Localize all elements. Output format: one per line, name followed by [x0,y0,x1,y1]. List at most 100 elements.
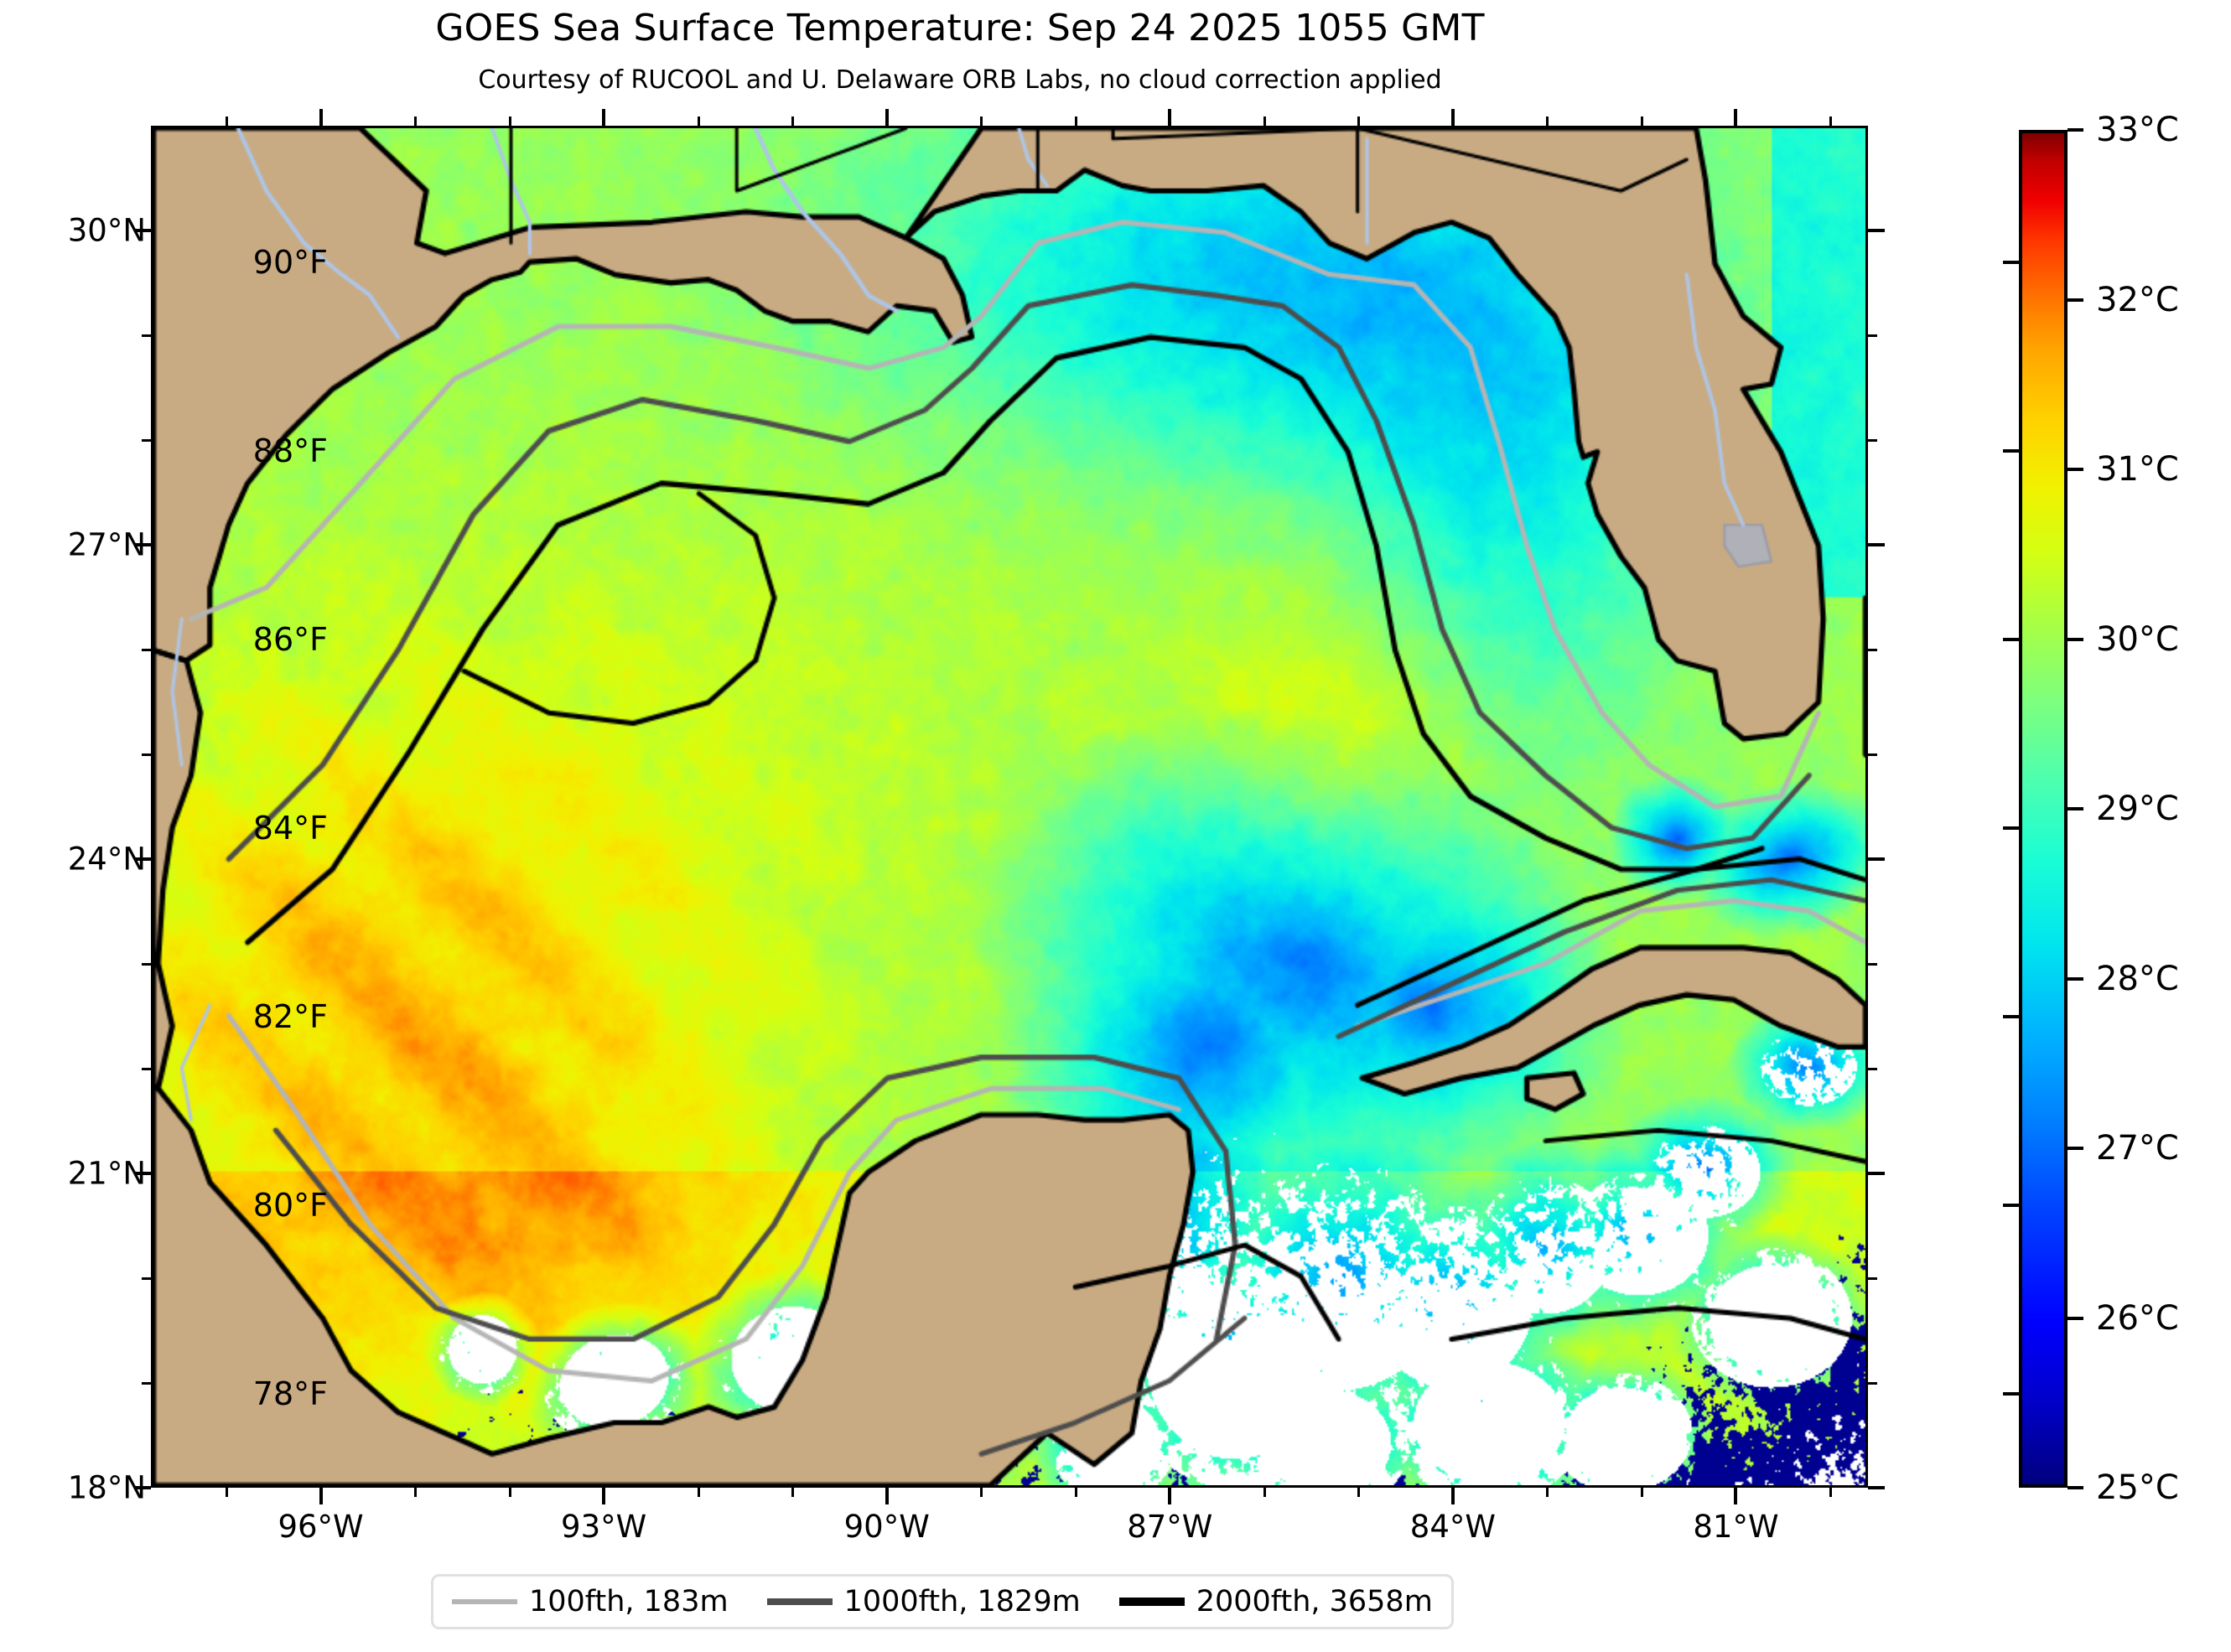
x-axis-minor-tick [1263,1488,1266,1497]
x-axis-major-tick [885,1488,889,1504]
x-axis-minor-tick-top [980,117,983,126]
y-axis-label: 18°N [67,1469,146,1506]
legend-line-swatch [1118,1598,1185,1606]
x-axis-minor-tick [414,1488,418,1497]
x-axis-minor-tick-top [791,117,795,126]
x-axis-major-tick [1168,1488,1172,1504]
x-axis-major-tick-top [319,109,323,126]
x-axis-label: 84°W [1409,1509,1496,1545]
x-axis-minor-tick [1640,1488,1643,1497]
colorbar-celsius-tick [2068,1147,2083,1150]
x-axis-major-tick-top [1450,109,1455,126]
legend-label: 1000fth, 1829m [843,1585,1081,1618]
colorbar-fahrenheit-label: 80°F [252,1186,328,1224]
x-axis-minor-tick-top [1357,117,1361,126]
colorbar-celsius-tick [2068,976,2083,981]
colorbar-celsius-tick [2068,468,2083,471]
y-axis-label: 27°N [67,526,146,563]
page-subtitle: Courtesy of RUCOOL and U. Delaware ORB L… [478,65,1442,95]
colorbar-celsius-tick [2068,128,2083,132]
legend-line-swatch [766,1598,833,1605]
colorbar-celsius-tick [2068,637,2083,641]
y-axis-minor-tick-right [1868,753,1877,756]
x-axis-minor-tick [791,1488,795,1497]
x-axis-minor-tick-top [1546,117,1549,126]
colorbar-fahrenheit-tick [2003,637,2019,641]
x-axis-label: 87°W [1127,1509,1213,1545]
y-axis-label: 24°N [67,841,146,878]
y-axis-minor-tick-right [1868,1068,1877,1070]
x-axis-label: 96°W [278,1509,364,1545]
y-axis-label: 30°N [67,212,146,249]
legend-line-swatch [452,1599,517,1604]
x-axis-major-tick-top [1168,109,1172,126]
x-axis-minor-tick [1074,1488,1077,1497]
colorbar-celsius-label: 32°C [2096,280,2179,319]
x-axis-minor-tick-top [508,117,511,126]
y-axis-minor-tick-right [1868,334,1877,337]
y-axis-major-tick-right [1868,1486,1885,1489]
y-axis-major-tick [134,1172,151,1175]
colorbar-celsius-tick [2068,807,2083,810]
page-title: GOES Sea Surface Temperature: Sep 24 202… [435,7,1485,49]
x-axis-minor-tick-top [1263,117,1266,126]
colorbar-fahrenheit-tick [2003,260,2019,264]
x-axis-minor-tick [697,1488,700,1497]
x-axis-minor-tick-top [1074,117,1077,126]
y-axis-minor-tick-right [1868,963,1877,966]
colorbar-fahrenheit-tick [2003,1391,2019,1396]
colorbar-fahrenheit-tick [2003,1014,2019,1018]
y-axis-minor-tick [142,1068,151,1070]
x-axis-minor-tick [226,1488,229,1497]
sst-heatmap-canvas [153,128,1865,1485]
y-axis-minor-tick [142,1277,151,1280]
x-axis-label: 93°W [561,1509,647,1545]
x-axis-minor-tick [1829,1488,1832,1497]
x-axis-minor-tick-top [1640,117,1643,126]
x-axis-major-tick [602,1488,606,1504]
y-axis-major-tick [134,229,151,232]
colorbar-celsius-label: 25°C [2096,1468,2179,1507]
legend-label: 2000fth, 3658m [1196,1585,1433,1618]
sst-map-plot[interactable] [151,126,1868,1488]
x-axis-minor-tick [508,1488,511,1497]
colorbar-celsius-tick [2068,1486,2083,1489]
legend-label: 100fth, 183m [529,1585,729,1618]
colorbar-fahrenheit-label: 86°F [252,620,328,658]
colorbar-celsius-label: 28°C [2096,959,2179,998]
y-axis-minor-tick-right [1868,1382,1877,1385]
x-axis-major-tick [1450,1488,1455,1504]
colorbar-celsius-label: 26°C [2096,1298,2179,1338]
x-axis-major-tick-top [1734,109,1738,126]
x-axis-minor-tick [980,1488,983,1497]
colorbar-celsius-tick [2068,1316,2083,1320]
colorbar-celsius-label: 33°C [2096,111,2179,149]
x-axis-minor-tick [1546,1488,1549,1497]
y-axis-minor-tick-right [1868,649,1877,651]
colorbar-celsius-label: 29°C [2096,790,2179,828]
x-axis-minor-tick-top [1829,117,1832,126]
colorbar-celsius-tick [2068,298,2083,302]
y-axis-major-tick-right [1868,1172,1885,1175]
colorbar-fahrenheit-label: 90°F [252,243,328,281]
x-axis-minor-tick-top [414,117,418,126]
x-axis-minor-tick [1357,1488,1361,1497]
x-axis-label: 81°W [1693,1509,1779,1545]
y-axis-major-tick-right [1868,543,1885,546]
temperature-colorbar [2019,130,2068,1488]
colorbar-fahrenheit-label: 88°F [252,432,328,469]
y-axis-label: 21°N [67,1155,146,1192]
y-axis-minor-tick [142,334,151,337]
colorbar-fahrenheit-label: 78°F [252,1375,328,1412]
x-axis-minor-tick-top [226,117,229,126]
legend-item: 2000fth, 3658m [1118,1585,1433,1618]
y-axis-minor-tick [142,439,151,442]
y-axis-minor-tick [142,753,151,756]
colorbar-fahrenheit-label: 82°F [252,997,328,1035]
colorbar-fahrenheit-tick [2003,1203,2019,1207]
x-axis-major-tick [1734,1488,1738,1504]
x-axis-minor-tick-top [697,117,700,126]
y-axis-minor-tick-right [1868,439,1877,442]
colorbar-fahrenheit-tick [2003,448,2019,453]
colorbar-fahrenheit-label: 84°F [252,809,328,847]
